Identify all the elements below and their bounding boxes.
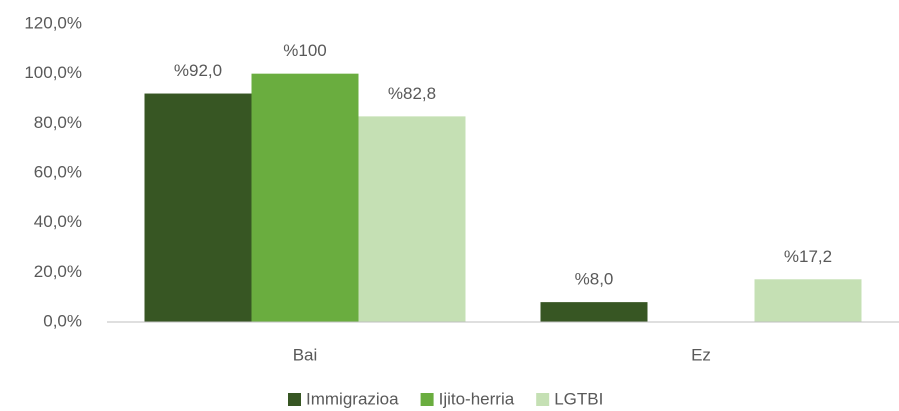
y-tick-label: 60,0% <box>34 162 82 181</box>
legend-label: Immigrazioa <box>306 389 399 408</box>
y-tick-label: 80,0% <box>34 113 82 132</box>
x-tick-label: Bai <box>293 345 318 364</box>
y-tick-label: 20,0% <box>34 262 82 281</box>
bar <box>540 302 648 322</box>
y-tick-label: 120,0% <box>24 13 82 32</box>
x-tick-label: Ez <box>691 345 711 364</box>
y-tick-label: 100,0% <box>24 63 82 82</box>
y-tick-label: 0,0% <box>43 311 82 330</box>
legend-swatch <box>536 393 550 406</box>
data-label: %92,0 <box>174 61 222 80</box>
legend-swatch <box>288 393 301 406</box>
data-label: %82,8 <box>388 84 436 103</box>
bar <box>144 93 252 323</box>
bar <box>358 116 466 322</box>
legend-label: LGTBI <box>554 389 603 408</box>
bar <box>251 73 359 323</box>
data-label: %8,0 <box>575 270 614 289</box>
data-label: %17,2 <box>784 247 832 266</box>
legend-label: Ijito-herria <box>439 389 515 408</box>
bar <box>754 279 862 322</box>
legend-swatch <box>420 393 434 406</box>
data-label: %100 <box>283 41 326 60</box>
y-tick-label: 40,0% <box>34 212 82 231</box>
